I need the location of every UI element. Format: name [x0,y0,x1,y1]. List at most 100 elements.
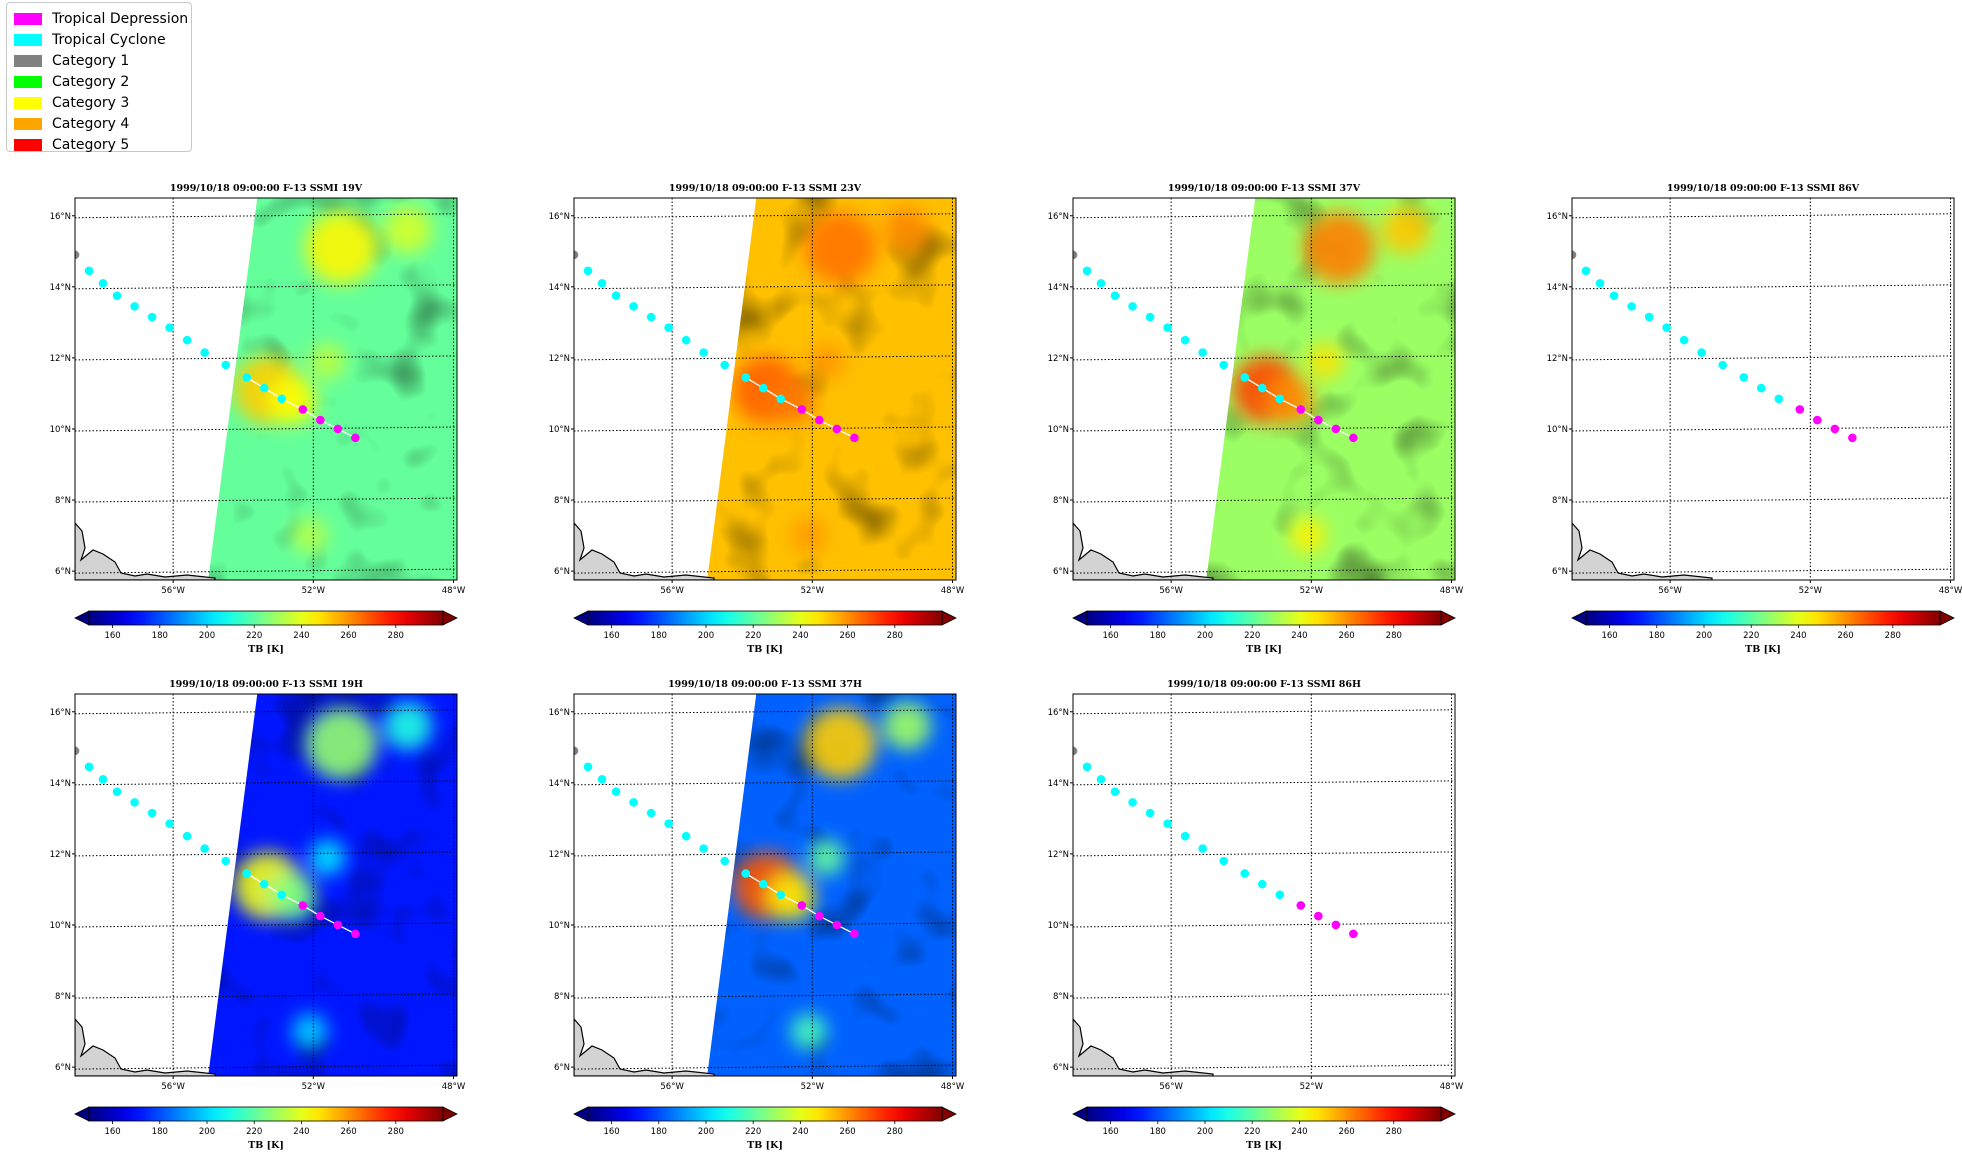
colorbar-extend-low [1072,1106,1088,1122]
track-point [1180,335,1190,345]
track-point [646,808,656,818]
track-point [1096,278,1106,288]
track-point [1145,312,1155,322]
lon-tick-label: 52°W [1300,586,1324,596]
legend-item: Category 3 [14,94,129,112]
legend-swatch [14,118,42,130]
legend-label: Category 5 [52,137,130,153]
grid-line-lat [75,709,457,715]
tb-feature [804,211,877,284]
lat-tick-label: 16°N [1048,708,1069,718]
track-point [1349,433,1358,443]
grid-line-lat [574,426,956,432]
tb-feature [767,872,816,921]
tb-feature [790,517,827,554]
lon-tick-label: 52°W [801,586,825,596]
coastline [1073,522,1214,580]
track-point [664,323,673,333]
grid-line-lat [1073,213,1455,219]
track-point [1275,890,1285,900]
track-point [758,383,768,393]
track-point [130,798,139,807]
map-area [1572,198,1954,580]
tb-feature [268,872,317,921]
track-point [165,323,174,333]
lat-tick-label: 8°N [55,992,71,1002]
colorbar-extend-high [442,610,458,626]
colorbar [1086,1106,1442,1122]
track-point [758,879,768,889]
track-point [333,920,343,930]
legend-label: Category 4 [52,116,130,132]
map-area [574,694,956,1076]
colorbar-tick-label: 160 [1601,631,1617,641]
track-point [1257,879,1267,889]
colorbar-extend-low [573,1106,589,1122]
colorbar-tick-label: 200 [199,1127,215,1137]
grid-line-lat [75,497,457,503]
panel-title: 1999/10/18 09:00:00 F-13 SSMI 86V [1667,183,1860,194]
grid-line-lat [1073,993,1455,999]
colorbar-label: TB [K] [747,644,783,655]
swath [707,198,956,580]
track-point [165,819,174,829]
lat-tick-label: 12°N [549,354,570,364]
track-point [1349,929,1358,939]
track-point [574,250,579,260]
track-point [259,383,269,393]
colorbar-tick-label: 260 [839,631,855,641]
track-point [221,856,230,866]
track-point [1163,819,1172,829]
track-point [1073,746,1078,756]
track-point [681,335,691,345]
grid-line-lat [1572,426,1954,432]
colorbar-tick-label: 220 [745,1127,761,1137]
grid-line-lat [1572,568,1954,574]
track-point [583,762,593,772]
colorbar-extend-high [1440,610,1456,626]
track-point [1296,405,1306,414]
lat-tick-label: 8°N [1552,496,1568,506]
panel-title: 1999/10/18 09:00:00 F-13 SSMI 19V [170,183,363,194]
colorbar-tick-label: 280 [1386,1127,1402,1137]
grid-line-lat [1073,851,1455,857]
track-point [242,869,252,878]
coastline [75,522,216,580]
track-point [1718,360,1727,370]
legend-label: Category 3 [52,95,130,111]
lat-tick-label: 8°N [1053,496,1069,506]
legend-swatch [14,139,42,151]
tb-feature [268,376,317,425]
legend-item: Category 2 [14,73,129,91]
lon-tick-label: 56°W [660,586,684,596]
colorbar-tick-label: 200 [1197,631,1213,641]
track-point [832,920,842,930]
colorbar-tick-label: 200 [698,631,714,641]
colorbar-extend-low [1571,610,1587,626]
legend-item: Tropical Depression [14,10,188,28]
colorbar-tick-label: 240 [792,631,808,641]
lat-tick-label: 12°N [1547,354,1568,364]
lat-tick-label: 16°N [549,708,570,718]
legend-item: Tropical Cyclone [14,31,166,49]
grid-line-lat [1073,284,1455,290]
legend: Tropical Depression Tropical Cyclone Cat… [6,2,192,153]
track-point [298,405,308,414]
swath [208,694,457,1076]
colorbar-extend-low [573,610,589,626]
tb-feature [291,1013,328,1050]
track-point [1848,433,1857,443]
map-area [75,694,457,1076]
grid-line-lat [574,497,956,503]
tb-feature [383,701,432,750]
grid-line-lat [1073,568,1455,574]
grid-line-lat [1572,284,1954,290]
track-point [98,774,108,784]
track-point [182,335,192,345]
grid-line-lat [1073,780,1455,786]
lat-tick-label: 6°N [554,567,570,577]
colorbar-tick-label: 260 [340,1127,356,1137]
track-point [1679,335,1689,345]
colorbar-tick-label: 260 [340,631,356,641]
colorbar-extend-low [74,610,90,626]
